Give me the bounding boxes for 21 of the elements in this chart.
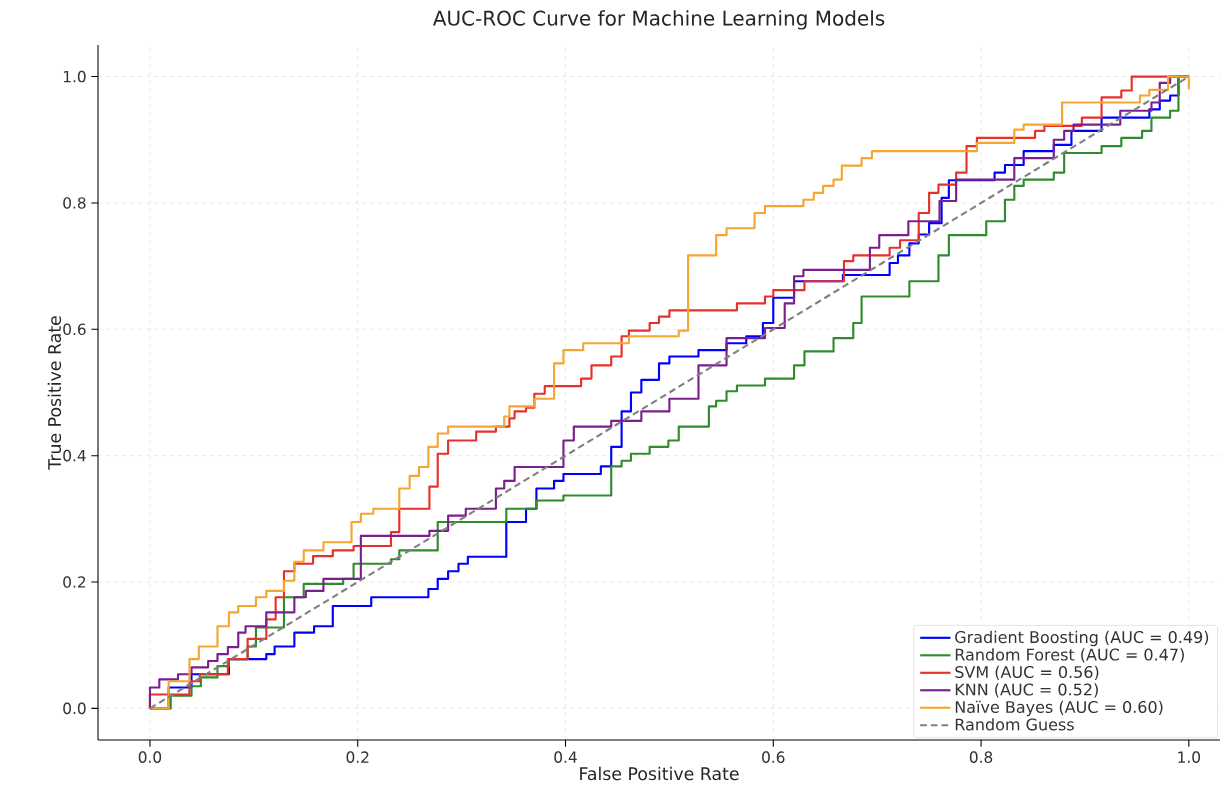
y-axis-title: True Positive Rate	[47, 316, 62, 470]
legend-label: SVM (AUC = 0.56)	[955, 665, 1099, 680]
x-tick-label: 0.6	[762, 751, 785, 763]
y-tick-label: 0.2	[63, 576, 86, 588]
y-tick-label: 0.8	[63, 197, 86, 209]
x-tick-label: 0.4	[554, 751, 577, 763]
x-tick-label: 0.2	[346, 751, 369, 763]
legend-label: KNN (AUC = 0.52)	[955, 683, 1098, 698]
x-tick-label: 0.0	[138, 751, 162, 763]
y-tick-label: 1.0	[63, 70, 86, 83]
legend-label: Gradient Boosting (AUC = 0.49)	[955, 630, 1209, 647]
x-axis-title: False Positive Rate	[580, 766, 739, 781]
x-tick-label: 0.8	[969, 751, 993, 763]
legend-label: Naïve Bayes (AUC = 0.60)	[955, 700, 1163, 717]
y-tick-label: 0.4	[63, 449, 86, 462]
y-tick-label: 0.6	[63, 323, 86, 336]
legend-label: Random Guess	[955, 718, 1074, 731]
legend-label: Random Forest (AUC = 0.47)	[955, 648, 1184, 663]
x-tick-label: 1.0	[1178, 751, 1201, 763]
chart-title: AUC-ROC Curve for Machine Learning Models	[432, 10, 885, 30]
y-tick-label: 0.0	[63, 702, 86, 715]
